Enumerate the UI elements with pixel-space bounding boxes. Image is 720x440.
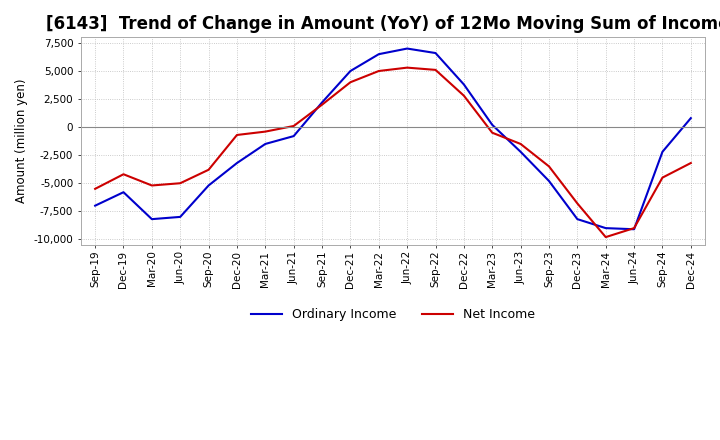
Ordinary Income <box>601 225 610 231</box>
Net Income <box>91 186 99 191</box>
Ordinary Income <box>488 122 497 128</box>
Line: Net Income: Net Income <box>95 68 690 237</box>
Ordinary Income <box>346 68 355 73</box>
Ordinary Income <box>431 51 440 56</box>
Net Income <box>374 68 383 73</box>
Ordinary Income <box>261 141 270 147</box>
Net Income <box>402 65 411 70</box>
Net Income <box>516 141 525 147</box>
Net Income <box>459 93 468 98</box>
Ordinary Income <box>289 133 298 139</box>
Net Income <box>346 80 355 85</box>
Title: [6143]  Trend of Change in Amount (YoY) of 12Mo Moving Sum of Incomes: [6143] Trend of Change in Amount (YoY) o… <box>46 15 720 33</box>
Ordinary Income <box>148 216 156 222</box>
Ordinary Income <box>91 203 99 208</box>
Ordinary Income <box>630 227 639 232</box>
Ordinary Income <box>573 216 582 222</box>
Ordinary Income <box>176 214 184 220</box>
Ordinary Income <box>318 100 326 105</box>
Net Income <box>120 172 128 177</box>
Net Income <box>318 102 326 107</box>
Net Income <box>431 67 440 73</box>
Y-axis label: Amount (million yen): Amount (million yen) <box>15 79 28 203</box>
Ordinary Income <box>658 149 667 154</box>
Net Income <box>601 235 610 240</box>
Net Income <box>176 180 184 186</box>
Ordinary Income <box>402 46 411 51</box>
Ordinary Income <box>374 51 383 57</box>
Ordinary Income <box>233 161 241 166</box>
Net Income <box>204 167 213 172</box>
Net Income <box>233 132 241 138</box>
Net Income <box>630 225 639 231</box>
Net Income <box>573 201 582 206</box>
Net Income <box>261 129 270 134</box>
Ordinary Income <box>544 178 553 183</box>
Ordinary Income <box>204 183 213 188</box>
Net Income <box>686 161 695 166</box>
Ordinary Income <box>120 190 128 195</box>
Ordinary Income <box>516 149 525 154</box>
Legend: Ordinary Income, Net Income: Ordinary Income, Net Income <box>246 303 540 326</box>
Ordinary Income <box>459 82 468 87</box>
Net Income <box>289 123 298 128</box>
Net Income <box>544 164 553 169</box>
Ordinary Income <box>686 115 695 121</box>
Net Income <box>658 175 667 180</box>
Net Income <box>488 130 497 136</box>
Net Income <box>148 183 156 188</box>
Line: Ordinary Income: Ordinary Income <box>95 48 690 229</box>
